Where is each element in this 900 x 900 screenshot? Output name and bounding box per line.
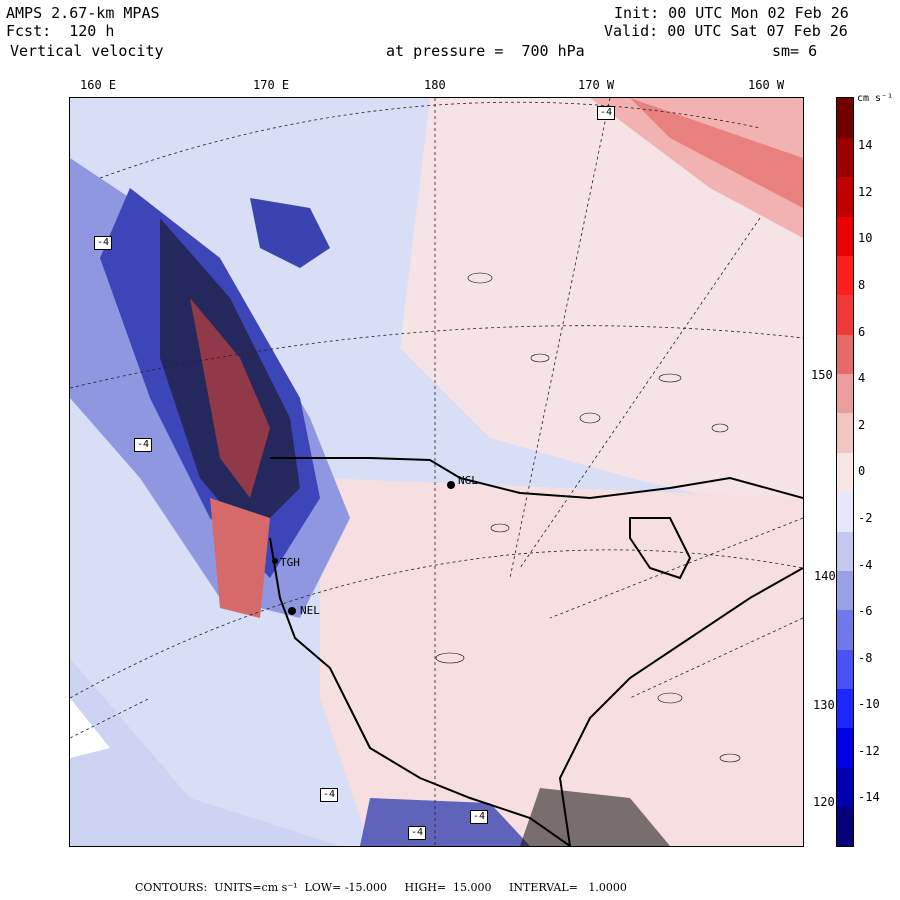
forecast-hour: Fcst: 120 h <box>6 22 115 40</box>
colorbar-segment <box>837 334 853 375</box>
colorbar-label: 0 <box>858 464 866 478</box>
colorbar-segment <box>837 609 853 650</box>
colorbar-label: -4 <box>858 558 873 572</box>
contour-tag: -4 <box>134 438 153 452</box>
colorbar-segment <box>837 98 853 138</box>
colorbar-segment <box>837 649 853 690</box>
field-name: Vertical velocity <box>10 42 164 60</box>
colorbar-label: -8 <box>858 651 873 665</box>
station-tgh-marker <box>272 558 278 564</box>
colorbar-segment <box>837 216 853 256</box>
station-nel-marker <box>288 607 296 615</box>
map-field-svg <box>70 98 803 846</box>
colorbar-segment <box>837 294 853 335</box>
colorbar-segment <box>837 452 853 493</box>
colorbar-unit: cm s⁻¹ <box>857 93 894 104</box>
colorbar-segment <box>837 491 853 532</box>
colorbar-segment <box>837 767 853 808</box>
init-time: Init: 00 UTC Mon 02 Feb 26 <box>614 4 849 22</box>
colorbar-segment <box>837 688 853 729</box>
colorbar-label: -14 <box>858 790 880 804</box>
colorbar-label: 4 <box>858 371 866 385</box>
colorbar-label: 6 <box>858 325 866 339</box>
colorbar-segment <box>837 727 853 768</box>
colorbar-segment <box>837 570 853 611</box>
lon-label-180: 180 <box>424 78 446 92</box>
lon-label-160e: 160 E <box>80 78 117 92</box>
colorbar-segment <box>837 412 853 453</box>
colorbar-segment <box>837 255 853 296</box>
station-tgh-label: TGH <box>280 556 300 569</box>
colorbar-label: 10 <box>858 231 873 245</box>
colorbar-segment <box>837 373 853 414</box>
contour-tag: -4 <box>408 826 427 840</box>
contour-tag: -4 <box>597 106 616 120</box>
contour-info: CONTOURS: UNITS=cm s⁻¹ LOW= -15.000 HIGH… <box>135 881 627 894</box>
colorbar-label: 2 <box>858 418 866 432</box>
contour-tag: -4 <box>320 788 339 802</box>
smoothing-label: sm= 6 <box>772 42 818 60</box>
colorbar-label: -6 <box>858 604 873 618</box>
colorbar-label: 8 <box>858 278 866 292</box>
valid-time: Valid: 00 UTC Sat 07 Feb 26 <box>604 22 848 40</box>
colorbar <box>836 97 854 847</box>
colorbar-label: -2 <box>858 511 873 525</box>
colorbar-segment <box>837 806 853 847</box>
lon-label-160w: 160 W <box>748 78 785 92</box>
colorbar-segment <box>837 137 853 178</box>
station-ngl-marker <box>447 481 455 489</box>
colorbar-label: 14 <box>858 138 873 152</box>
lon-label-170w: 170 W <box>578 78 615 92</box>
lon-label-170e: 170 E <box>253 78 290 92</box>
colorbar-segment <box>837 176 853 217</box>
contour-tag: -4 <box>470 810 489 824</box>
station-ngl-label: NGL <box>458 474 478 487</box>
colorbar-label: 12 <box>858 185 873 199</box>
colorbar-segment <box>837 531 853 571</box>
station-nel-label: NEL <box>300 604 320 617</box>
contour-tag: -4 <box>94 236 113 250</box>
colorbar-label: -12 <box>858 744 880 758</box>
vertical-velocity-map: NGL TGH NEL -4 -4 -4 -4 -4 -4 <box>69 97 804 847</box>
model-title: AMPS 2.67-km MPAS <box>6 4 160 22</box>
colorbar-label: -10 <box>858 697 880 711</box>
pressure-level: at pressure = 700 hPa <box>386 42 585 60</box>
